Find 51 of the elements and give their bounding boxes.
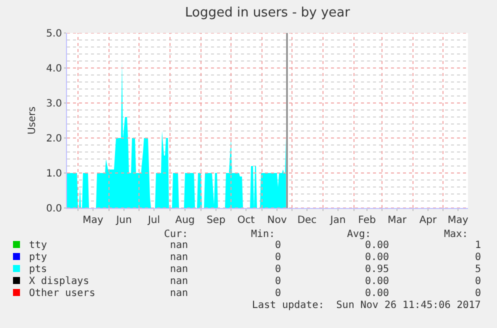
legend-label: tty — [29, 240, 48, 251]
text: 0.00 — [365, 240, 390, 251]
text: 1 — [475, 240, 482, 251]
text: 0 — [475, 276, 482, 287]
y-tick-label: 1.0 — [46, 168, 62, 180]
text: 0.00 — [365, 252, 390, 263]
text: nan — [170, 252, 188, 263]
text: Last update: Sun Nov 26 11:45:06 2017 — [252, 300, 481, 311]
y-axis-title: Users — [27, 106, 38, 135]
text: Cur: — [164, 229, 188, 240]
text: 0.00 — [365, 276, 390, 287]
legend-label: pts — [29, 264, 48, 275]
x-tick-label: Feb — [358, 215, 376, 226]
x-tick-label: Jul — [146, 215, 160, 226]
chart-title: Logged in users - by year — [184, 6, 351, 21]
y-tick-label: 4.0 — [46, 64, 62, 74]
text: Max: — [444, 229, 468, 240]
legend-label: Other users — [29, 288, 96, 299]
legend-label: X displays — [29, 276, 90, 287]
text: 5 — [475, 264, 482, 275]
x-tick-label: Dec — [297, 215, 317, 226]
x-tick-label: May — [82, 215, 104, 226]
x-tick-label: Sep — [206, 215, 226, 226]
text: 0.00 — [365, 288, 390, 299]
y-tick-label: 3.0 — [46, 98, 62, 110]
text: 0 — [275, 252, 282, 263]
y-tick-label: 5.0 — [46, 28, 62, 40]
x-tick-label: May — [448, 215, 468, 226]
text: 0 — [275, 264, 282, 275]
x-tick-label: Aug — [175, 215, 195, 226]
text: 0 — [475, 288, 482, 299]
x-tick-label: Mar — [388, 215, 408, 226]
text: 0 — [475, 252, 482, 263]
x-tick-label: Jan — [329, 215, 346, 226]
text: 0 — [275, 240, 282, 251]
legend-label: pty — [29, 252, 48, 263]
text: Min: — [251, 229, 276, 240]
text: nan — [170, 276, 188, 287]
text: nan — [170, 240, 188, 251]
x-tick-label: Oct — [237, 215, 255, 226]
text: nan — [170, 264, 188, 275]
y-tick-label: 0.0 — [46, 204, 62, 214]
text: 0 — [275, 276, 282, 287]
x-tick-label: Jun — [115, 215, 132, 226]
x-tick-label: Apr — [419, 215, 438, 226]
text: 0.95 — [365, 264, 390, 275]
y-tick-label: 2.0 — [46, 134, 62, 144]
text: 0 — [275, 288, 282, 299]
x-tick-label: Nov — [267, 215, 287, 226]
text: nan — [170, 288, 188, 299]
text: Avg: — [347, 229, 372, 240]
